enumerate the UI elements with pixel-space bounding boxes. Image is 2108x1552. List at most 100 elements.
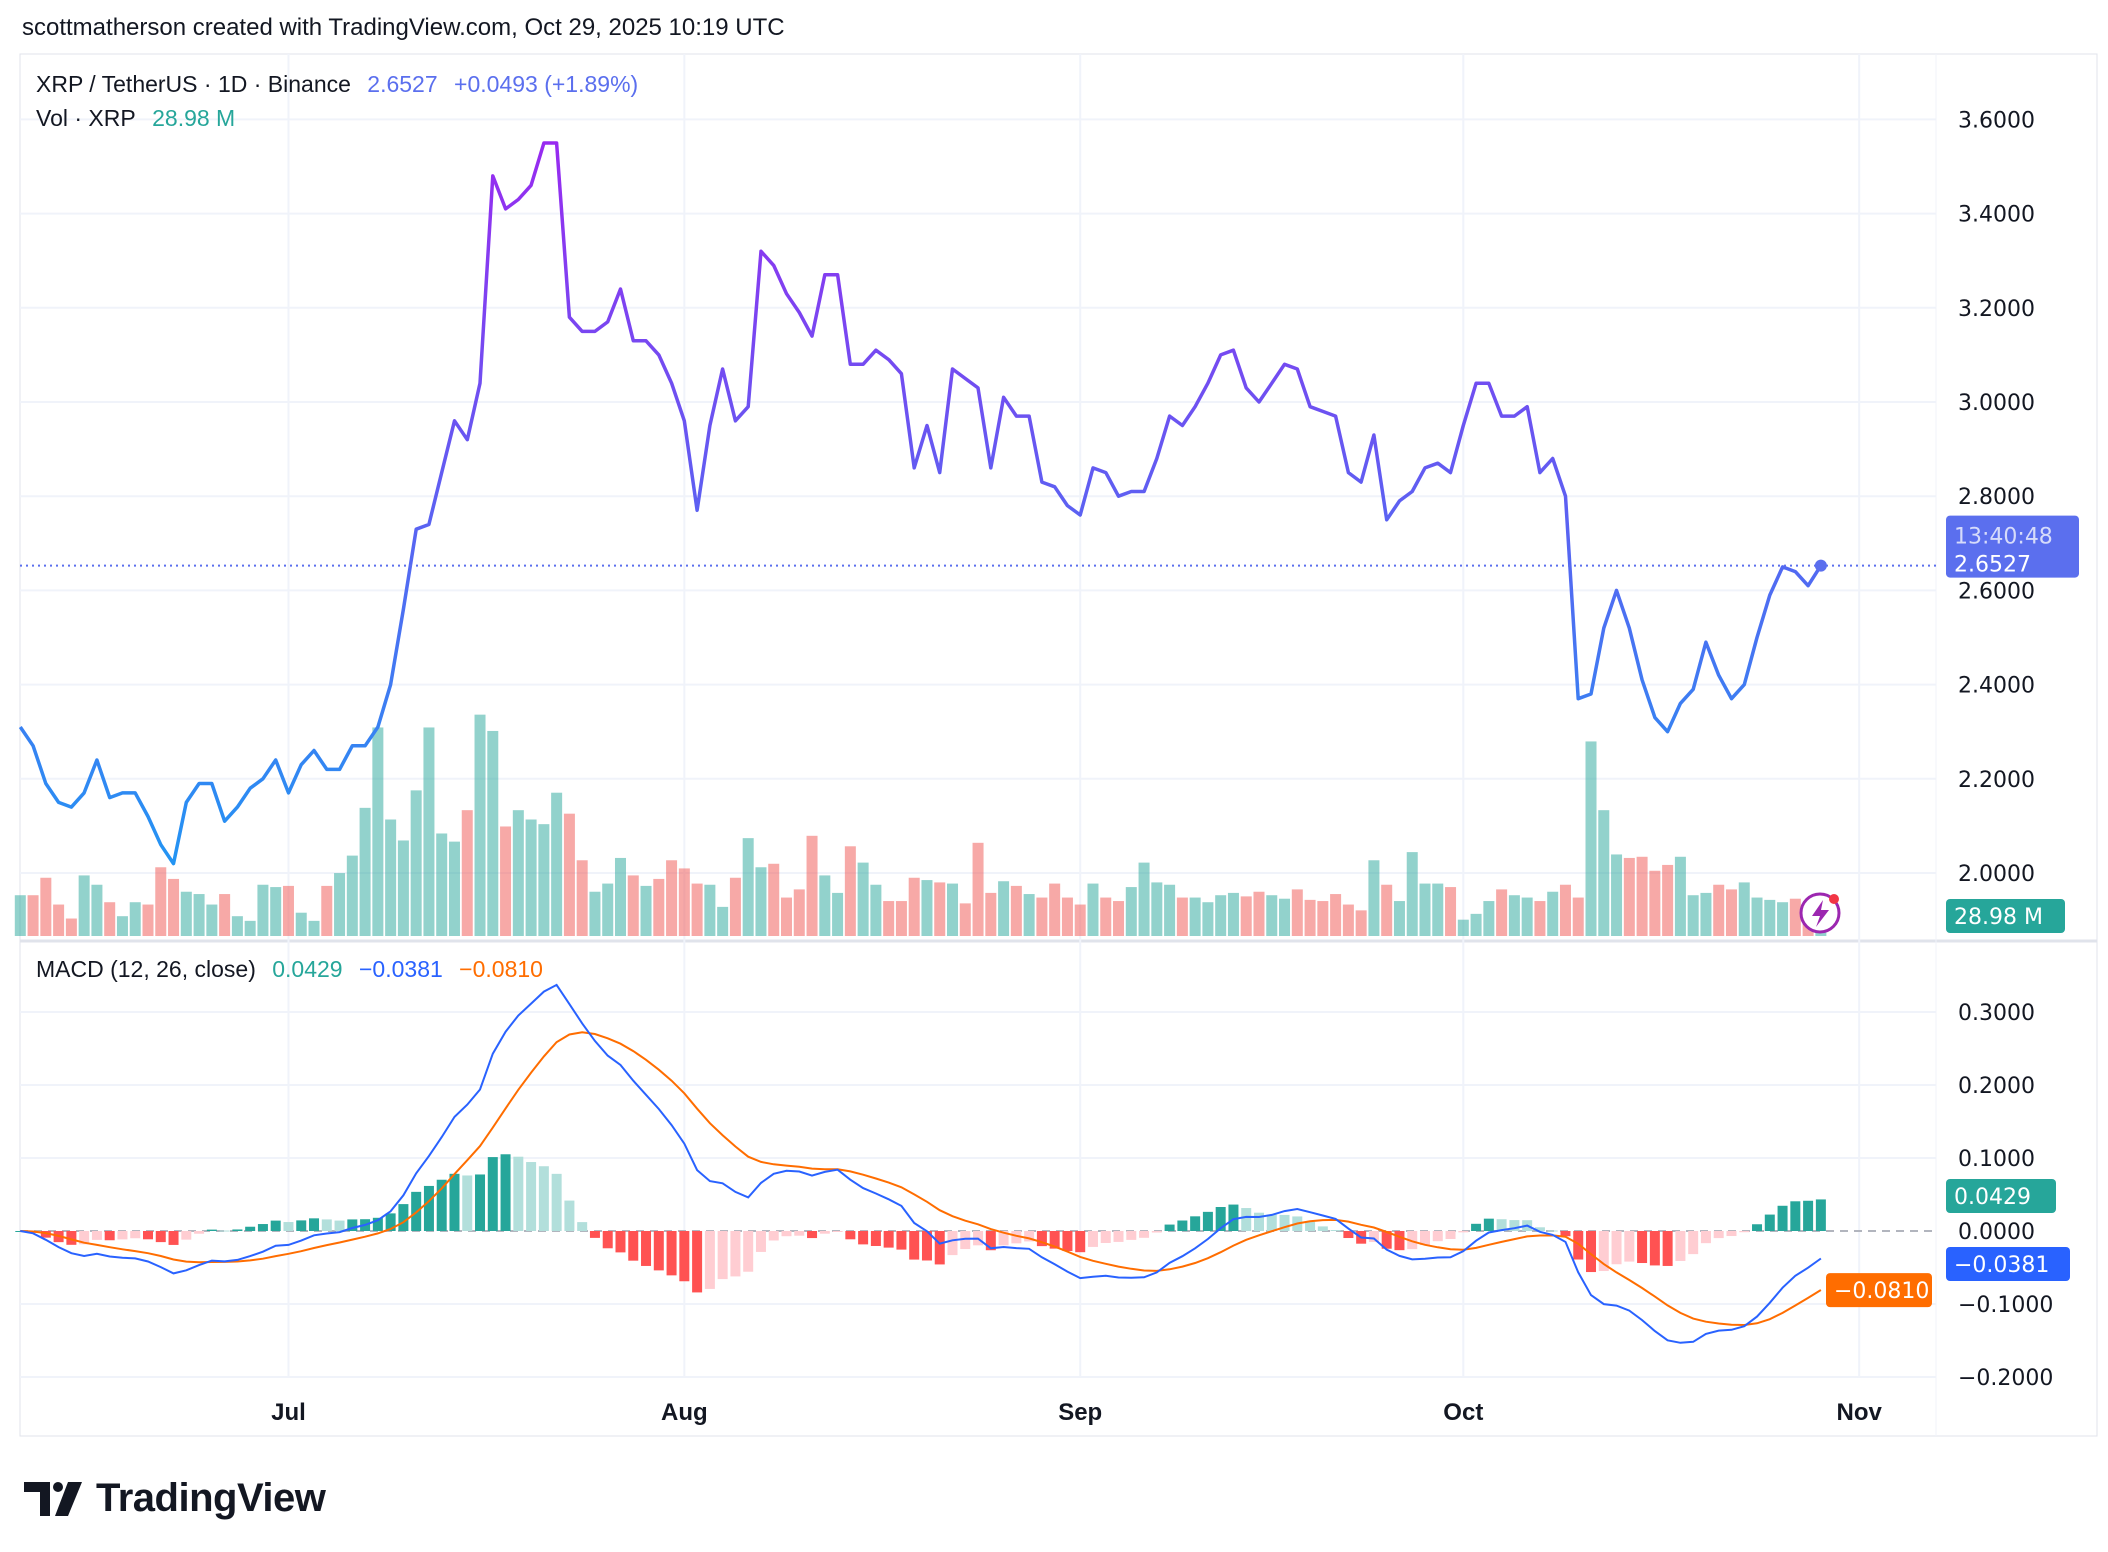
volume-bar	[1113, 901, 1125, 936]
volume-bar	[729, 877, 741, 936]
macd-histogram-bar	[602, 1231, 613, 1249]
volume-bar	[1368, 860, 1380, 936]
volume-bar	[1176, 897, 1188, 936]
volume-bar	[1662, 864, 1674, 936]
macd-histogram-bar	[577, 1222, 588, 1231]
volume-bar	[1559, 884, 1571, 936]
macd-histogram-bar	[666, 1231, 677, 1276]
volume-bar	[1713, 884, 1725, 936]
macd-histogram-bar	[1624, 1231, 1635, 1262]
macd-axis-tick: 0.2000	[1958, 1074, 2035, 1099]
macd-histogram-bar	[1394, 1231, 1405, 1251]
macd-histogram-bar	[1547, 1230, 1558, 1232]
macd-histogram-bar	[921, 1231, 932, 1261]
macd-histogram-bar	[934, 1231, 945, 1265]
last-price: 2.6527	[367, 71, 438, 97]
volume-bar	[487, 730, 499, 936]
macd-histogram-bar	[1649, 1231, 1660, 1266]
macd-histogram-bar	[245, 1226, 256, 1231]
macd-histogram-bar	[91, 1231, 102, 1240]
time-axis-label: Aug	[661, 1399, 708, 1426]
volume-bar	[1496, 889, 1508, 936]
volume-bar	[282, 885, 294, 936]
volume-bar	[883, 901, 895, 936]
volume-bar	[1317, 901, 1329, 936]
macd-histogram-bar	[1317, 1226, 1328, 1231]
volume-value-label: 28.98 M	[1946, 899, 2065, 933]
macd-signal-line	[20, 1031, 1822, 1327]
volume-bar	[1164, 884, 1176, 936]
volume-bar	[1547, 891, 1559, 936]
volume-bar	[717, 906, 729, 936]
volume-bar	[219, 894, 231, 936]
price-axis-tick: 3.6000	[1958, 108, 2035, 133]
macd-histogram-bar	[794, 1231, 805, 1236]
volume-bar	[397, 840, 409, 936]
macd-histogram-bar	[1113, 1231, 1124, 1242]
volume-bar	[308, 920, 320, 936]
volume-legend[interactable]: Vol · XRP 28.98 M	[36, 105, 245, 132]
macd-histogram-bar	[219, 1230, 230, 1232]
volume-bar	[1342, 904, 1354, 936]
volume-bar	[1381, 884, 1393, 936]
volume-bar	[1598, 810, 1610, 936]
volume-bar	[436, 833, 448, 936]
volume-bar	[78, 875, 90, 936]
macd-histogram-bar	[858, 1231, 869, 1245]
price-axis-tick: 3.4000	[1958, 203, 2035, 228]
macd-histogram-bar	[398, 1204, 409, 1231]
macd-histogram-bar	[1637, 1231, 1648, 1264]
volume-bar	[1789, 898, 1801, 936]
tradingview-logo[interactable]: TradingView	[24, 1476, 326, 1521]
volume-bar	[168, 878, 180, 936]
volume-bar	[1355, 910, 1367, 936]
volume-bar	[998, 881, 1010, 936]
volume-bar	[155, 867, 167, 936]
volume-bar	[947, 883, 959, 936]
volume-bar	[1457, 919, 1469, 936]
volume-bar	[423, 727, 435, 936]
macd-histogram-bar	[743, 1231, 754, 1272]
macd-axis-tick: 0.0000	[1958, 1220, 2035, 1245]
macd-histogram-bar	[321, 1219, 332, 1231]
volume-bar	[934, 882, 946, 936]
macd-histogram-bar	[194, 1231, 205, 1234]
volume-bar	[244, 920, 256, 936]
macd-histogram-bar	[1662, 1231, 1673, 1266]
volume-bar	[1674, 856, 1686, 936]
time-axis-label: Sep	[1058, 1399, 1102, 1426]
macd-histogram-bar	[500, 1154, 511, 1231]
volume-bar	[1636, 856, 1648, 936]
volume-bar	[1304, 899, 1316, 936]
volume-bar	[755, 867, 767, 936]
macd-legend[interactable]: MACD (12, 26, close) 0.0429 −0.0381 −0.0…	[36, 956, 553, 983]
volume-bar	[832, 892, 844, 936]
volume-bar	[1764, 899, 1776, 936]
macd-histogram-bar	[704, 1231, 715, 1289]
price-axis-tick: 2.8000	[1958, 485, 2035, 510]
macd-histogram-bar	[232, 1229, 243, 1231]
macd-histogram-bar	[1215, 1207, 1226, 1231]
volume-bar	[206, 904, 218, 936]
macd-axis-tick: −0.1000	[1958, 1293, 2053, 1318]
macd-histogram-bar	[130, 1231, 141, 1239]
macd-histogram-bar	[449, 1173, 460, 1231]
macd-histogram-bar	[1330, 1230, 1341, 1232]
volume-bar	[116, 916, 128, 936]
macd-histogram-bar	[1062, 1231, 1073, 1252]
macd-histogram-bar	[1368, 1231, 1379, 1242]
macd-histogram-bar	[615, 1231, 626, 1253]
macd-histogram-bar	[653, 1231, 664, 1271]
symbol-legend[interactable]: XRP / TetherUS · 1D · Binance 2.6527 +0.…	[36, 71, 648, 98]
volume-bars	[14, 714, 1827, 936]
macd-histogram-bar	[1202, 1211, 1213, 1231]
macd-histogram-bar	[564, 1200, 575, 1231]
macd-histogram-bar	[717, 1231, 728, 1280]
volume-bar	[563, 813, 575, 936]
macd-histogram-bar	[1700, 1231, 1711, 1244]
macd-histogram-bar	[1343, 1231, 1354, 1239]
volume-bar	[1023, 894, 1035, 936]
volume-bar	[372, 727, 384, 936]
volume-bar	[1138, 862, 1150, 936]
